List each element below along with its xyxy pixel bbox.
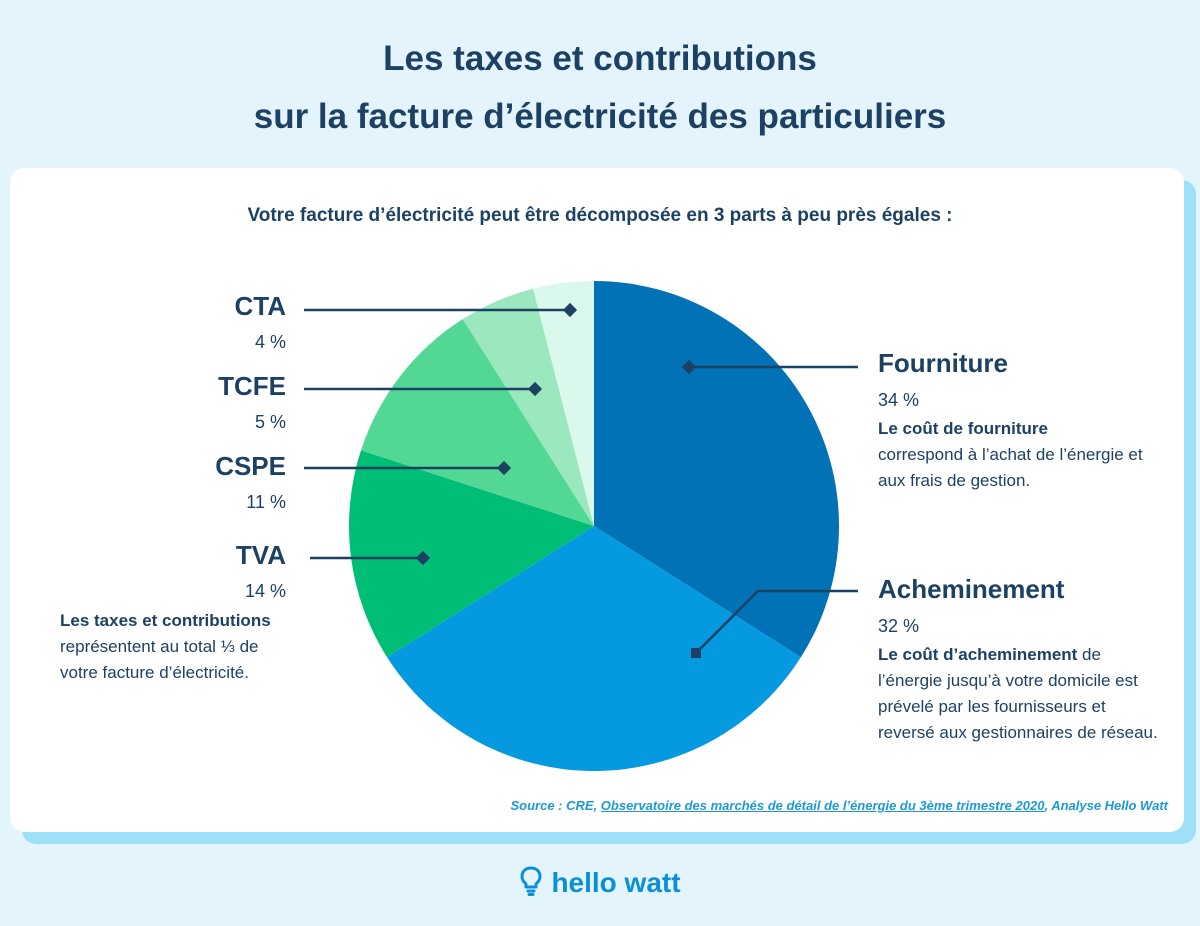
desc-taxes-text: représentent au total ⅓ de votre facture…: [60, 637, 259, 682]
label-tva: TVA: [235, 540, 286, 570]
source-suffix: , Analyse Hello Watt: [1044, 798, 1168, 813]
desc-acheminement-text: de l’énergie jusqu’à votre domicile est …: [878, 645, 1158, 742]
leader-marker-tcfe: [527, 381, 543, 397]
pie-slice-tva: [349, 450, 594, 658]
page-title: Les taxes et contributions sur la factur…: [0, 30, 1200, 146]
desc-acheminement-bold: Le coût d’acheminement: [878, 645, 1078, 664]
pct-acheminement: 32 %: [878, 616, 920, 636]
desc-fourniture-text: correspond à l’achat de l’énergie et aux…: [878, 445, 1143, 490]
pie-slice-fourniture: [594, 281, 839, 658]
leader-marker-fourniture: [681, 359, 697, 375]
chart-subtitle: Votre facture d’électricité peut être dé…: [247, 205, 953, 226]
brand-name: hello watt: [551, 867, 681, 898]
label-cta: CTA: [234, 291, 286, 321]
pct-fourniture: 34 %: [878, 390, 920, 410]
desc-fourniture: Le coût de fourniture correspond à l’ach…: [878, 416, 1168, 494]
label-fourniture: Fourniture: [878, 348, 1008, 378]
leader-marker-cta: [562, 302, 578, 318]
leader-marker-tva: [415, 550, 431, 566]
source-prefix: Source : CRE,: [510, 798, 601, 813]
title-line-1: Les taxes et contributions: [383, 39, 817, 78]
pct-tcfe: 5 %: [254, 412, 286, 432]
pct-cspe: 11 %: [246, 492, 286, 512]
label-acheminement: Acheminement: [878, 574, 1065, 604]
brand-logo[interactable]: hello watt: [0, 866, 1200, 899]
leader-marker-cspe: [496, 460, 512, 476]
pct-cta: 4 %: [254, 332, 286, 352]
pie-slice-cspe: [360, 319, 594, 526]
leader-line-acheminement: [695, 589, 858, 654]
desc-taxes-bold: Les taxes et contributions: [60, 611, 271, 630]
leader-marker-acheminement: [691, 648, 701, 658]
pct-tva: 14 %: [244, 581, 286, 601]
pie-slice-cta: [533, 281, 594, 526]
pie-slice-acheminement: [387, 526, 801, 772]
desc-acheminement: Le coût d’acheminement de l’énergie jusq…: [878, 642, 1163, 746]
pie-slice-tcfe: [462, 288, 594, 526]
desc-taxes: Les taxes et contributions représentent …: [60, 608, 300, 686]
source-link[interactable]: Observatoire des marchés de détail de l’…: [600, 798, 1045, 813]
title-line-2: sur la facture d’électricité des particu…: [253, 97, 947, 136]
desc-fourniture-bold: Le coût de fourniture: [878, 419, 1048, 438]
label-tcfe: TCFE: [218, 371, 286, 401]
source-note: Source : CRE, Observatoire des marchés d…: [511, 798, 1169, 813]
label-cspe: CSPE: [215, 451, 286, 481]
lightbulb-icon: [520, 866, 542, 896]
